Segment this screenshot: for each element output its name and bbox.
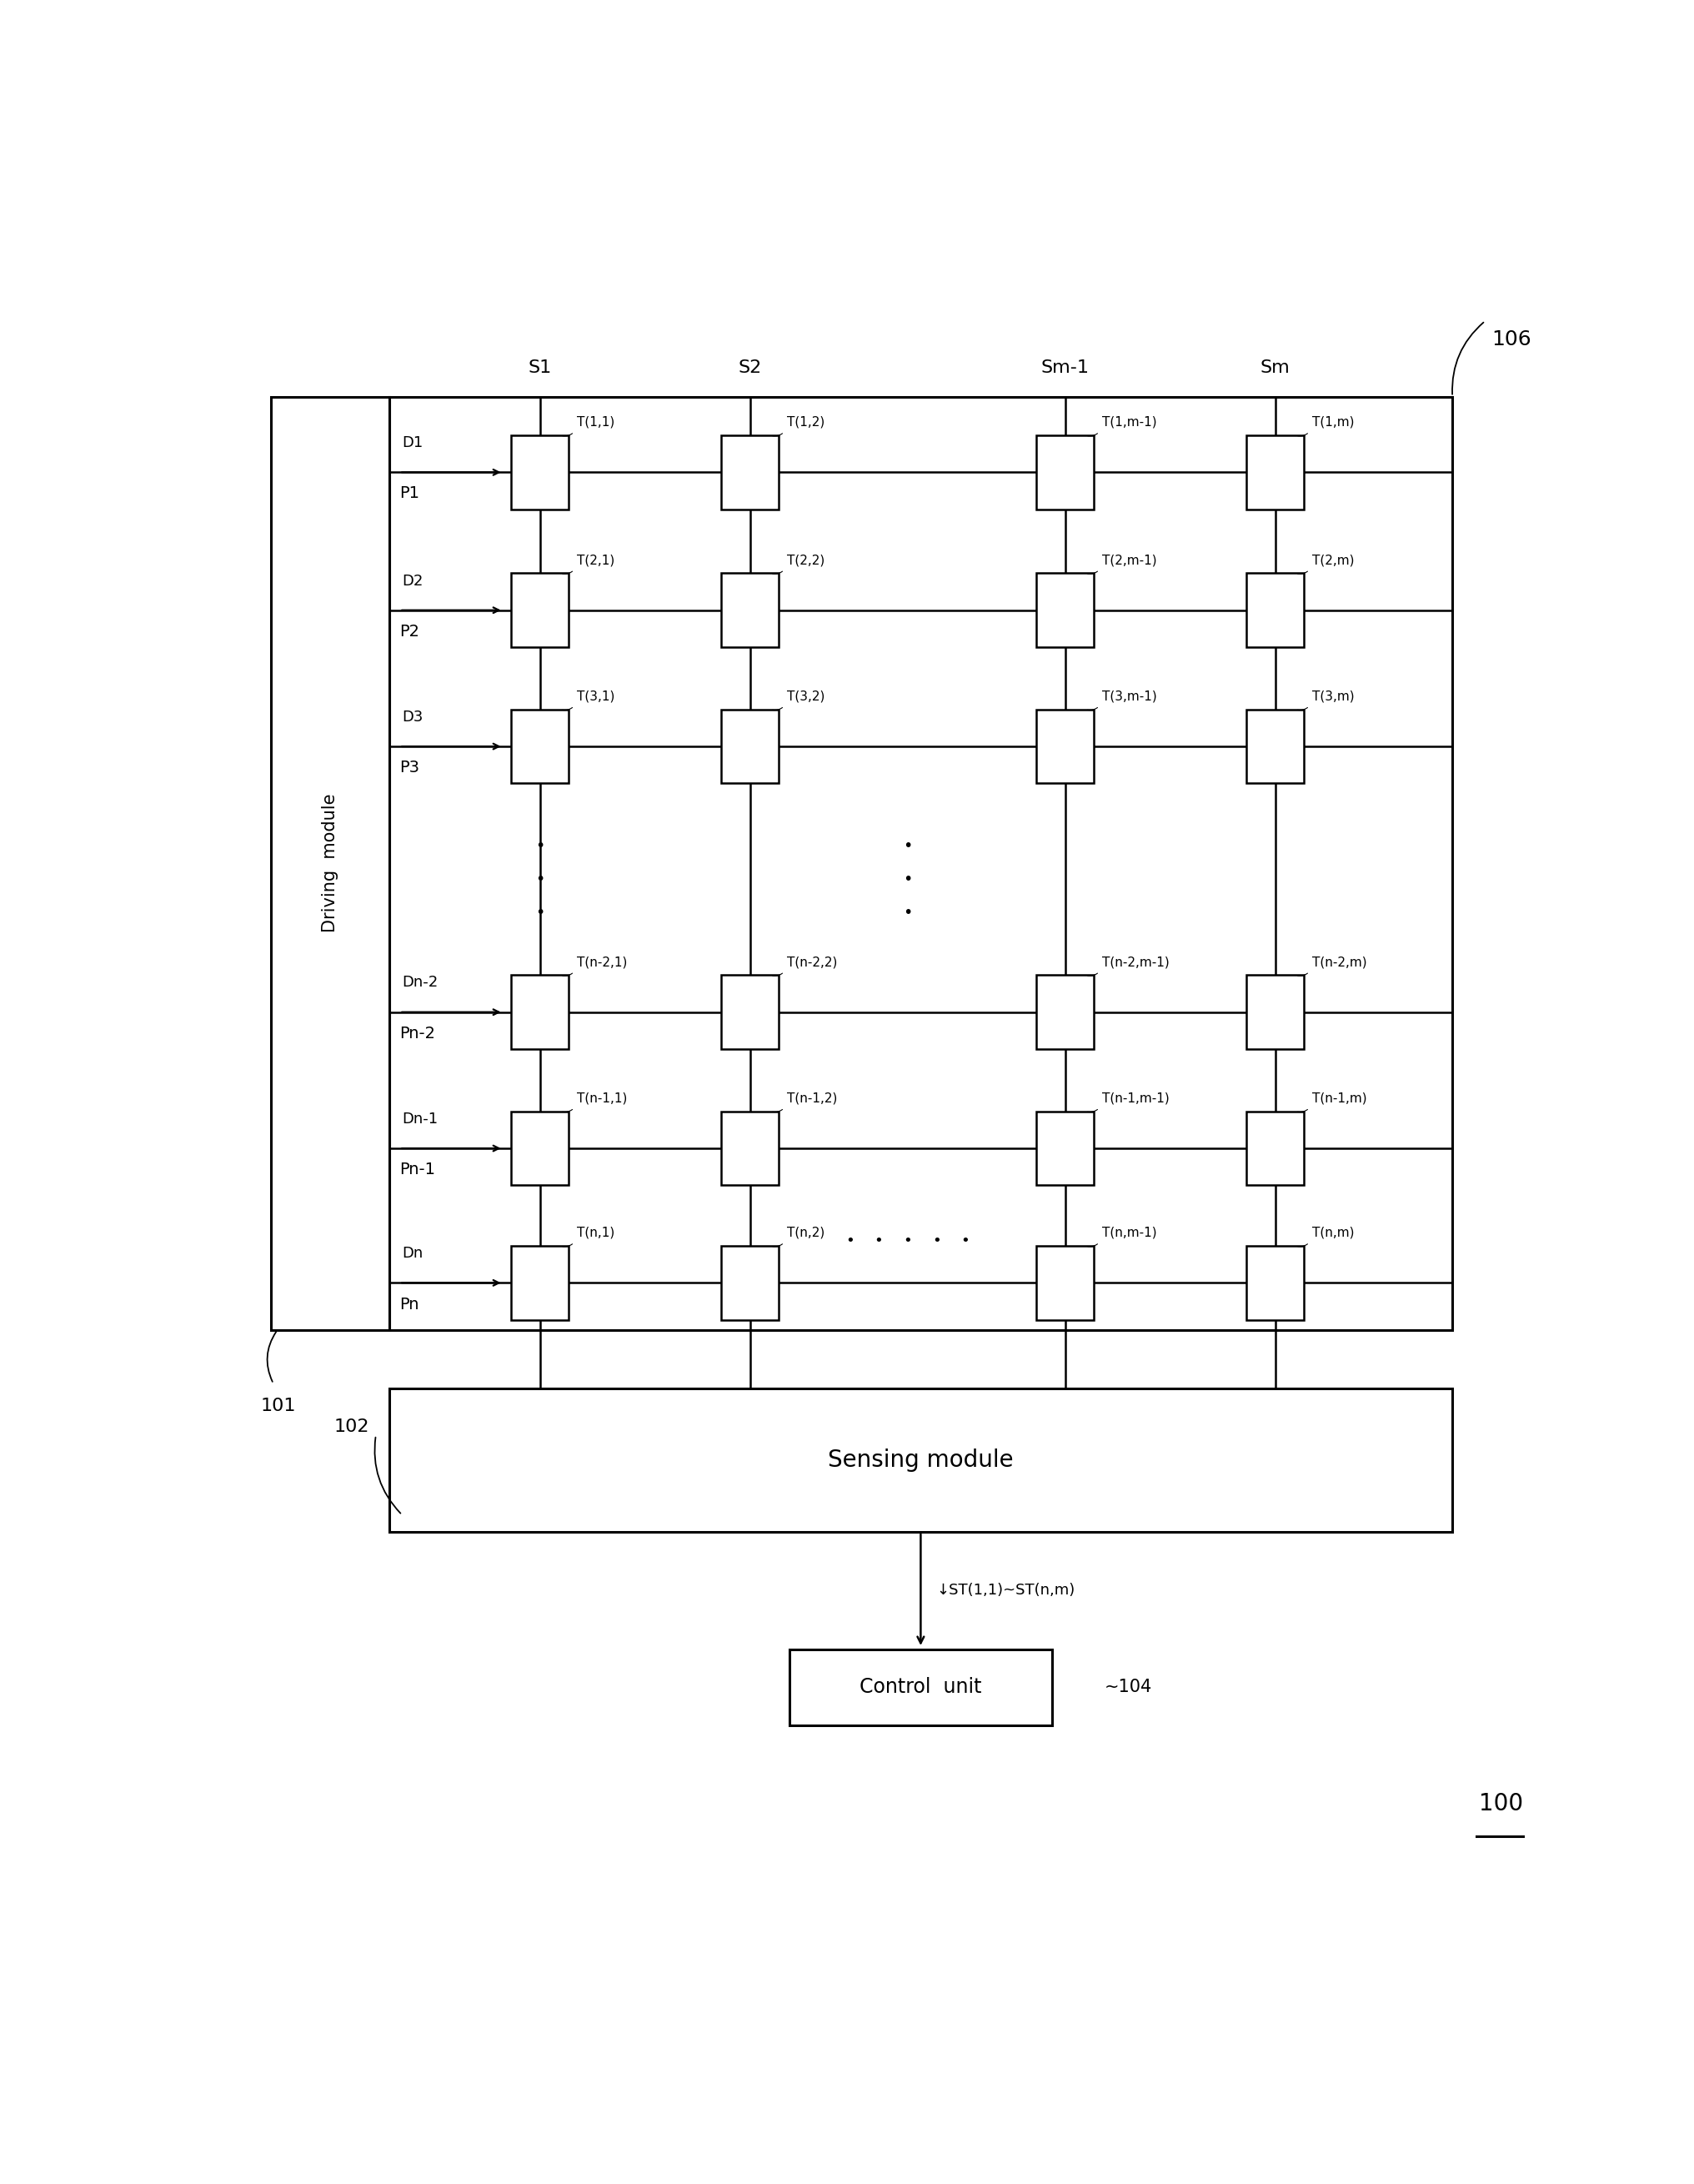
Text: Sm: Sm xyxy=(1260,360,1291,376)
Bar xyxy=(1247,1112,1304,1186)
Bar xyxy=(722,710,779,784)
Text: T(1,2): T(1,2) xyxy=(786,417,825,428)
Text: Driving  module: Driving module xyxy=(322,793,339,933)
Text: S1: S1 xyxy=(529,360,552,376)
Bar xyxy=(1037,710,1094,784)
Text: Sm-1: Sm-1 xyxy=(1040,360,1089,376)
Text: Dn-1: Dn-1 xyxy=(401,1112,439,1127)
Text: T(2,m-1): T(2,m-1) xyxy=(1101,555,1157,566)
Text: T(n-1,1): T(n-1,1) xyxy=(576,1092,627,1105)
Text: ↓ST(1,1)~ST(n,m): ↓ST(1,1)~ST(n,m) xyxy=(937,1583,1076,1599)
Text: 100: 100 xyxy=(1479,1793,1523,1815)
Text: Pn: Pn xyxy=(400,1297,418,1313)
Text: Dn: Dn xyxy=(401,1247,424,1260)
Text: Sensing module: Sensing module xyxy=(828,1448,1013,1472)
Text: •: • xyxy=(903,839,913,854)
Text: T(1,1): T(1,1) xyxy=(576,417,615,428)
Text: •: • xyxy=(874,1234,883,1249)
Bar xyxy=(1247,572,1304,646)
Text: T(3,m): T(3,m) xyxy=(1311,690,1354,703)
Text: T(n-2,1): T(n-2,1) xyxy=(576,957,627,968)
Bar xyxy=(1037,572,1094,646)
Bar xyxy=(390,397,1452,1330)
Text: T(n-2,m): T(n-2,m) xyxy=(1311,957,1367,968)
Text: •: • xyxy=(535,839,545,854)
Text: T(1,m-1): T(1,m-1) xyxy=(1101,417,1157,428)
Text: •: • xyxy=(903,904,913,922)
Text: T(n,m-1): T(n,m-1) xyxy=(1101,1227,1157,1238)
Text: •: • xyxy=(845,1234,854,1249)
Bar xyxy=(1247,435,1304,509)
Text: 106: 106 xyxy=(1492,330,1531,349)
Text: 102: 102 xyxy=(334,1417,369,1435)
Text: T(n-2,m-1): T(n-2,m-1) xyxy=(1101,957,1169,968)
Text: •: • xyxy=(535,871,545,887)
Text: P3: P3 xyxy=(400,760,420,775)
Text: Pn-2: Pn-2 xyxy=(400,1026,435,1042)
Text: •: • xyxy=(535,904,545,922)
Text: T(n,1): T(n,1) xyxy=(576,1227,615,1238)
Text: T(1,m): T(1,m) xyxy=(1311,417,1354,428)
Bar xyxy=(1247,710,1304,784)
Text: T(2,m): T(2,m) xyxy=(1311,555,1354,566)
Bar xyxy=(512,710,569,784)
Text: Dn-2: Dn-2 xyxy=(401,976,439,989)
Text: P1: P1 xyxy=(400,485,420,502)
Text: •: • xyxy=(960,1234,969,1249)
Bar xyxy=(722,435,779,509)
Bar xyxy=(390,1389,1452,1531)
Text: D3: D3 xyxy=(401,710,424,725)
Text: T(n,2): T(n,2) xyxy=(786,1227,825,1238)
Bar xyxy=(789,1649,1052,1725)
Text: 101: 101 xyxy=(261,1398,296,1413)
Text: D1: D1 xyxy=(401,435,424,450)
Text: T(3,2): T(3,2) xyxy=(786,690,825,703)
Text: •: • xyxy=(903,871,913,887)
Text: T(n-1,m): T(n-1,m) xyxy=(1311,1092,1367,1105)
Text: •: • xyxy=(932,1234,940,1249)
Bar xyxy=(722,572,779,646)
Bar xyxy=(1037,974,1094,1048)
Bar xyxy=(1247,1245,1304,1319)
Bar xyxy=(512,572,569,646)
Text: S2: S2 xyxy=(739,360,762,376)
Text: Pn-1: Pn-1 xyxy=(400,1162,435,1177)
Text: ~104: ~104 xyxy=(1104,1679,1152,1695)
Bar xyxy=(512,1245,569,1319)
Text: P2: P2 xyxy=(400,625,420,640)
Text: •: • xyxy=(903,1234,911,1249)
Text: T(3,1): T(3,1) xyxy=(576,690,615,703)
Bar xyxy=(512,435,569,509)
Text: T(n,m): T(n,m) xyxy=(1311,1227,1354,1238)
Text: D2: D2 xyxy=(401,574,424,587)
Bar xyxy=(1037,1245,1094,1319)
Text: T(2,2): T(2,2) xyxy=(786,555,825,566)
Bar xyxy=(512,974,569,1048)
Bar xyxy=(271,397,390,1330)
Text: T(n-1,m-1): T(n-1,m-1) xyxy=(1101,1092,1169,1105)
Bar xyxy=(512,1112,569,1186)
Bar xyxy=(722,1112,779,1186)
Bar xyxy=(1037,1112,1094,1186)
Bar xyxy=(722,974,779,1048)
Text: T(2,1): T(2,1) xyxy=(576,555,615,566)
Text: T(n-2,2): T(n-2,2) xyxy=(786,957,837,968)
Bar xyxy=(1037,435,1094,509)
Text: T(n-1,2): T(n-1,2) xyxy=(786,1092,837,1105)
Bar xyxy=(722,1245,779,1319)
Text: Control  unit: Control unit xyxy=(859,1677,983,1697)
Text: T(3,m-1): T(3,m-1) xyxy=(1101,690,1157,703)
Bar xyxy=(1247,974,1304,1048)
